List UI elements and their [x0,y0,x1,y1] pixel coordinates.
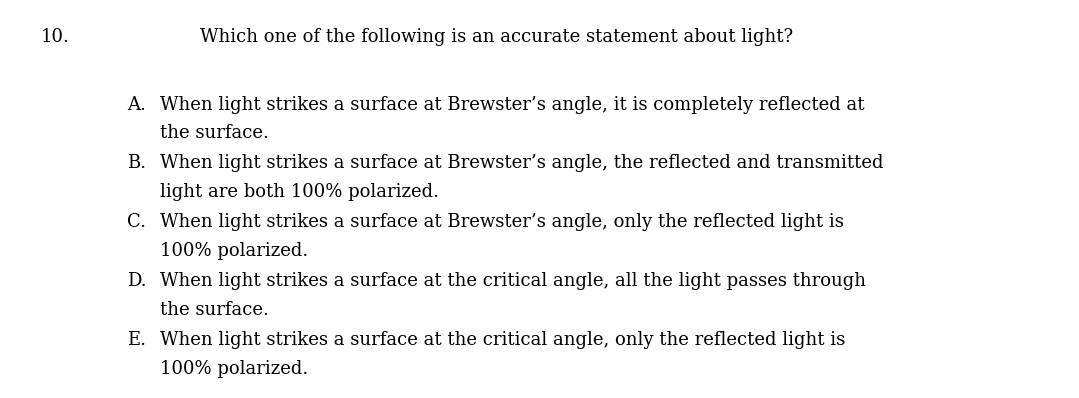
Text: D.: D. [127,272,147,290]
Text: E.: E. [127,331,147,349]
Text: When light strikes a surface at the critical angle, only the reflected light is: When light strikes a surface at the crit… [160,331,845,349]
Text: 10.: 10. [41,28,70,46]
Text: A.: A. [127,96,146,113]
Text: C.: C. [127,213,147,231]
Text: 100% polarized.: 100% polarized. [160,360,308,378]
Text: light are both 100% polarized.: light are both 100% polarized. [160,183,439,201]
Text: the surface.: the surface. [160,301,269,319]
Text: When light strikes a surface at Brewster’s angle, only the reflected light is: When light strikes a surface at Brewster… [160,213,844,231]
Text: When light strikes a surface at Brewster’s angle, it is completely reflected at: When light strikes a surface at Brewster… [160,96,864,113]
Text: B.: B. [127,154,147,172]
Text: When light strikes a surface at Brewster’s angle, the reflected and transmitted: When light strikes a surface at Brewster… [160,154,884,172]
Text: the surface.: the surface. [160,124,269,142]
Text: Which one of the following is an accurate statement about light?: Which one of the following is an accurat… [200,28,793,46]
Text: When light strikes a surface at the critical angle, all the light passes through: When light strikes a surface at the crit… [160,272,865,290]
Text: 100% polarized.: 100% polarized. [160,242,308,260]
